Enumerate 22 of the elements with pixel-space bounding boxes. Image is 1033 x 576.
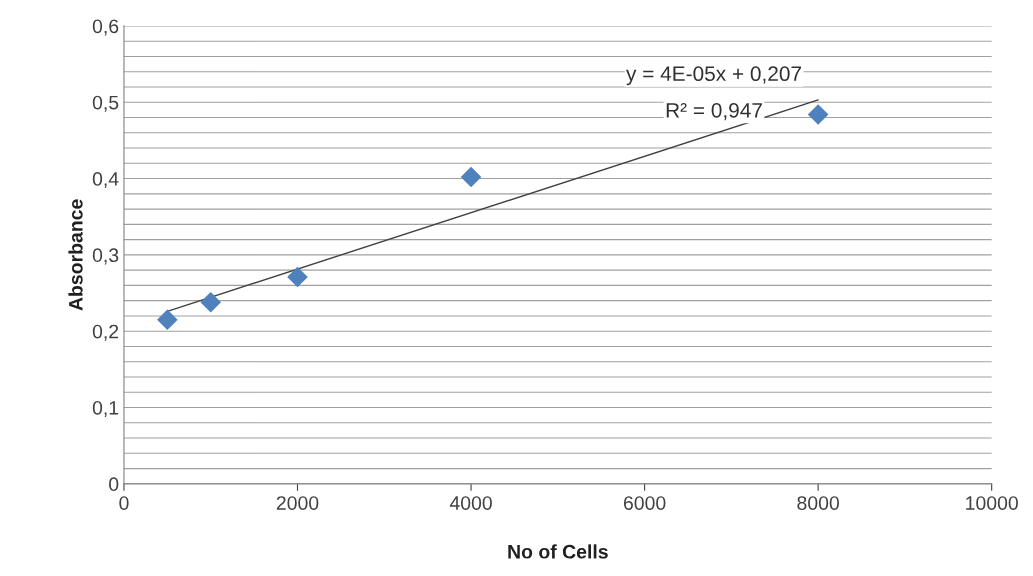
annotation: y = 4E-05x + 0,207 [626,66,801,86]
x-tick-label: 2000 [276,496,319,510]
y-axis-title: Absorbance [68,199,83,311]
x-axis-title: No of Cells [508,544,608,559]
y-tick-label: 0 [109,477,119,492]
x-tick-label: 4000 [449,496,492,510]
annotation: R² = 0,947 [666,102,762,121]
x-tick-label: 6000 [623,496,666,510]
point [200,291,222,313]
y-tick-label: 0,1 [92,400,119,418]
y-tick-label: 0,6 [92,19,119,36]
point [287,266,308,288]
y-tick-label: 0,5 [92,95,119,112]
x-tick-label: 0 [119,496,129,510]
x-tick-label: 10000 [966,496,1018,510]
point [460,166,482,188]
y-tick-label: 0,2 [92,324,119,341]
y-tick-label: 0,3 [92,248,119,265]
point [807,104,829,125]
y-tick-label: 0,4 [92,172,119,189]
x-tick-label: 8000 [797,496,840,510]
point [157,309,178,331]
